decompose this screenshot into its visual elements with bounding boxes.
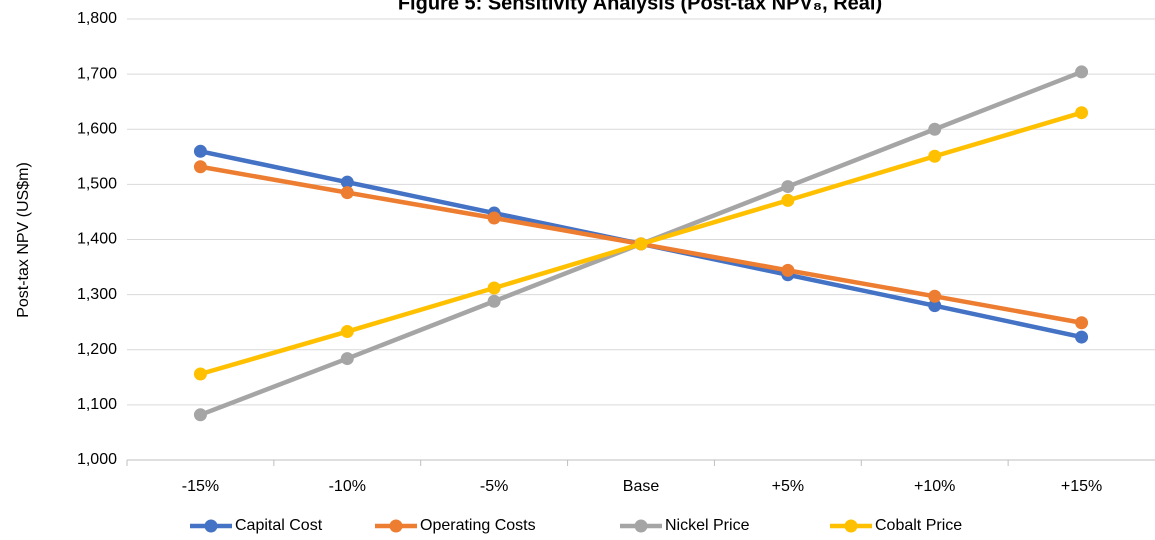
- data-point: [193, 408, 207, 422]
- x-tick-label: -5%: [480, 478, 508, 495]
- data-point: [928, 149, 942, 163]
- data-point: [781, 180, 795, 194]
- data-point: [487, 211, 501, 225]
- data-point: [1075, 330, 1089, 344]
- y-tick-label: 1,000: [77, 451, 117, 468]
- data-point: [781, 193, 795, 207]
- data-point: [340, 186, 354, 200]
- x-tick-label: +10%: [914, 478, 955, 495]
- y-tick-label: 1,200: [77, 341, 117, 358]
- data-point: [487, 294, 501, 308]
- legend-marker: [844, 519, 858, 533]
- y-tick-label: 1,100: [77, 396, 117, 413]
- legend-marker: [204, 519, 218, 533]
- legend-marker: [389, 519, 403, 533]
- legend-label: Cobalt Price: [875, 517, 962, 534]
- chart-title: Figure 5: Sensitivity Analysis (Post-tax…: [398, 0, 882, 14]
- data-point: [340, 175, 354, 189]
- y-tick-label: 1,600: [77, 120, 117, 137]
- data-point: [193, 367, 207, 381]
- x-tick-label: +5%: [772, 478, 804, 495]
- x-tick-label: Base: [623, 478, 660, 495]
- y-tick-label: 1,500: [77, 176, 117, 193]
- y-axis-label: Post-tax NPV (US$m): [15, 162, 32, 318]
- x-tick-label: -10%: [329, 478, 366, 495]
- data-point: [1075, 106, 1089, 120]
- x-tick-label: +15%: [1061, 478, 1102, 495]
- data-point: [193, 144, 207, 158]
- y-tick-label: 1,400: [77, 231, 117, 248]
- data-point: [928, 122, 942, 136]
- data-point: [1075, 316, 1089, 330]
- data-point: [928, 299, 942, 313]
- legend-label: Nickel Price: [665, 517, 750, 534]
- data-point: [781, 263, 795, 277]
- legend-label: Operating Costs: [420, 517, 536, 534]
- legend-marker: [634, 519, 648, 533]
- y-tick-label: 1,700: [77, 65, 117, 82]
- y-tick-label: 1,300: [77, 286, 117, 303]
- data-point: [1075, 65, 1089, 79]
- y-tick-label: 1,800: [77, 10, 117, 27]
- x-tick-label: -15%: [182, 478, 219, 495]
- data-point: [193, 160, 207, 174]
- legend-label: Capital Cost: [235, 517, 323, 534]
- data-point: [487, 281, 501, 295]
- data-point: [340, 352, 354, 366]
- data-point: [340, 325, 354, 339]
- data-point: [634, 237, 648, 251]
- data-point: [928, 289, 942, 303]
